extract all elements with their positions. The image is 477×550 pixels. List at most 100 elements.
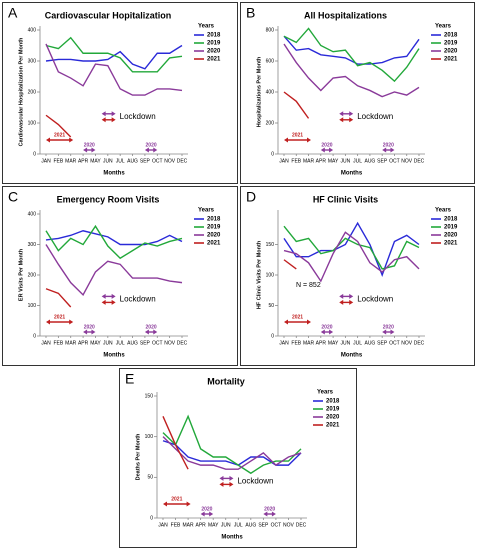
legend-title: Years: [435, 24, 452, 30]
arrow-head: [382, 329, 395, 335]
panel-letter: E: [125, 371, 134, 387]
y-tick-label: 800: [266, 27, 275, 33]
x-tick-label: JUN: [340, 340, 350, 346]
annotation: 2021: [171, 496, 182, 502]
panel-letter: B: [246, 5, 255, 21]
series-line: [283, 259, 297, 270]
panel-letter: A: [8, 5, 18, 21]
x-tick-label: SEP: [140, 158, 151, 164]
y-tick-label: 150: [266, 242, 275, 248]
annotation: 2021: [292, 132, 303, 138]
annotation: 2020: [84, 324, 95, 330]
x-tick-label: FEB: [53, 158, 63, 164]
legend-label: 2020: [207, 233, 221, 239]
x-tick-label: OCT: [152, 158, 163, 164]
series-line: [45, 224, 183, 260]
x-tick-label: SEP: [258, 522, 269, 528]
x-tick-label: MAR: [65, 158, 77, 164]
legend-title: Years: [317, 390, 334, 396]
x-tick-label: JUL: [234, 522, 243, 528]
x-tick-label: NOV: [283, 522, 295, 528]
x-tick-label: DEC: [296, 522, 307, 528]
annotation: 2020: [321, 324, 332, 330]
legend-label: 2019: [207, 41, 221, 47]
annotation: 2021: [292, 314, 303, 320]
y-tick-label: 0: [33, 333, 36, 339]
series-line: [45, 230, 183, 246]
panel: A Cardiovascular Hopitalization 0 100 200 300…: [2, 2, 238, 184]
x-tick-label: OCT: [389, 158, 400, 164]
x-tick-label: DEC: [414, 158, 425, 164]
annotation: 2021: [54, 132, 65, 138]
legend-label: 2019: [326, 407, 340, 413]
annotation: 2020: [201, 506, 212, 512]
panel: C Emergency Room Visits 0 100 200 300 400 JAN FE…: [2, 186, 238, 366]
chart-title: Cardiovascular Hopitalization: [45, 10, 172, 20]
y-tick-label: 150: [145, 393, 154, 399]
x-tick-label: MAR: [303, 158, 315, 164]
legend-label: 2020: [444, 49, 458, 55]
legend-label: 2021: [207, 241, 221, 247]
series-line: [283, 231, 420, 283]
panel: D HF Clinic Visits 0 50 100 150 JAN FEB MAR APR MA…: [240, 186, 475, 366]
annotation: 2020: [84, 142, 95, 148]
y-tick-label: 300: [28, 58, 37, 64]
panel: B All Hospitalizations 0 200 400 600 800 JAN FEB…: [240, 2, 475, 184]
arrow-head: [263, 511, 276, 517]
x-axis-label: Months: [103, 353, 125, 359]
arrow-head: [200, 511, 214, 517]
x-tick-label: JUL: [353, 158, 362, 164]
legend-label: 2020: [326, 415, 340, 421]
x-tick-label: MAY: [328, 158, 339, 164]
series-line: [45, 43, 183, 96]
y-tick-label: 0: [271, 151, 274, 157]
x-tick-label: JUL: [116, 340, 125, 346]
x-tick-label: FEB: [291, 340, 301, 346]
y-tick-label: 0: [150, 515, 153, 521]
arrow-head: [83, 147, 96, 153]
legend-label: 2021: [207, 57, 221, 63]
legend-label: 2020: [444, 233, 458, 239]
x-tick-label: APR: [316, 340, 327, 346]
x-tick-label: APR: [78, 158, 89, 164]
arrow-head: [101, 299, 116, 305]
y-tick-label: 50: [268, 303, 274, 309]
y-tick-label: 50: [147, 475, 153, 481]
y-tick-label: 200: [28, 89, 37, 95]
x-axis-label: Months: [341, 353, 363, 359]
x-tick-label: MAR: [65, 340, 77, 346]
x-tick-label: JAN: [41, 158, 51, 164]
legend-label: 2019: [207, 225, 221, 231]
y-axis-label: Deaths Per Month: [135, 433, 141, 480]
x-tick-label: SEP: [140, 340, 151, 346]
annotation: 2020: [264, 506, 275, 512]
arrow-head: [320, 147, 334, 153]
y-tick-label: 600: [266, 58, 275, 64]
x-tick-label: DEC: [177, 340, 188, 346]
y-axis-label: HF Clinic Visits Per Month: [256, 240, 262, 309]
annotation: 2020: [146, 142, 157, 148]
x-tick-label: APR: [78, 340, 89, 346]
series-line: [45, 36, 183, 73]
y-tick-label: 400: [28, 27, 37, 33]
x-tick-label: DEC: [414, 340, 425, 346]
x-tick-label: FEB: [291, 158, 301, 164]
panel: E Mortality 0 50 100 150 JAN FEB MAR APR MAY JUN JUL…: [119, 368, 357, 548]
series-line: [162, 436, 302, 470]
x-tick-label: JAN: [279, 158, 289, 164]
x-tick-label: FEB: [53, 340, 63, 346]
panel-letter: D: [246, 189, 256, 205]
chart-title: Mortality: [207, 376, 245, 386]
legend-label: 2018: [207, 33, 221, 39]
y-tick-label: 400: [266, 89, 275, 95]
legend-label: 2018: [444, 217, 458, 223]
legend-label: 2018: [444, 33, 458, 39]
x-tick-label: JUN: [103, 340, 113, 346]
x-tick-label: JUN: [340, 158, 350, 164]
y-tick-label: 100: [266, 272, 275, 278]
series-line: [162, 414, 302, 475]
arrow-head: [339, 299, 354, 305]
x-axis-label: Months: [341, 171, 363, 177]
